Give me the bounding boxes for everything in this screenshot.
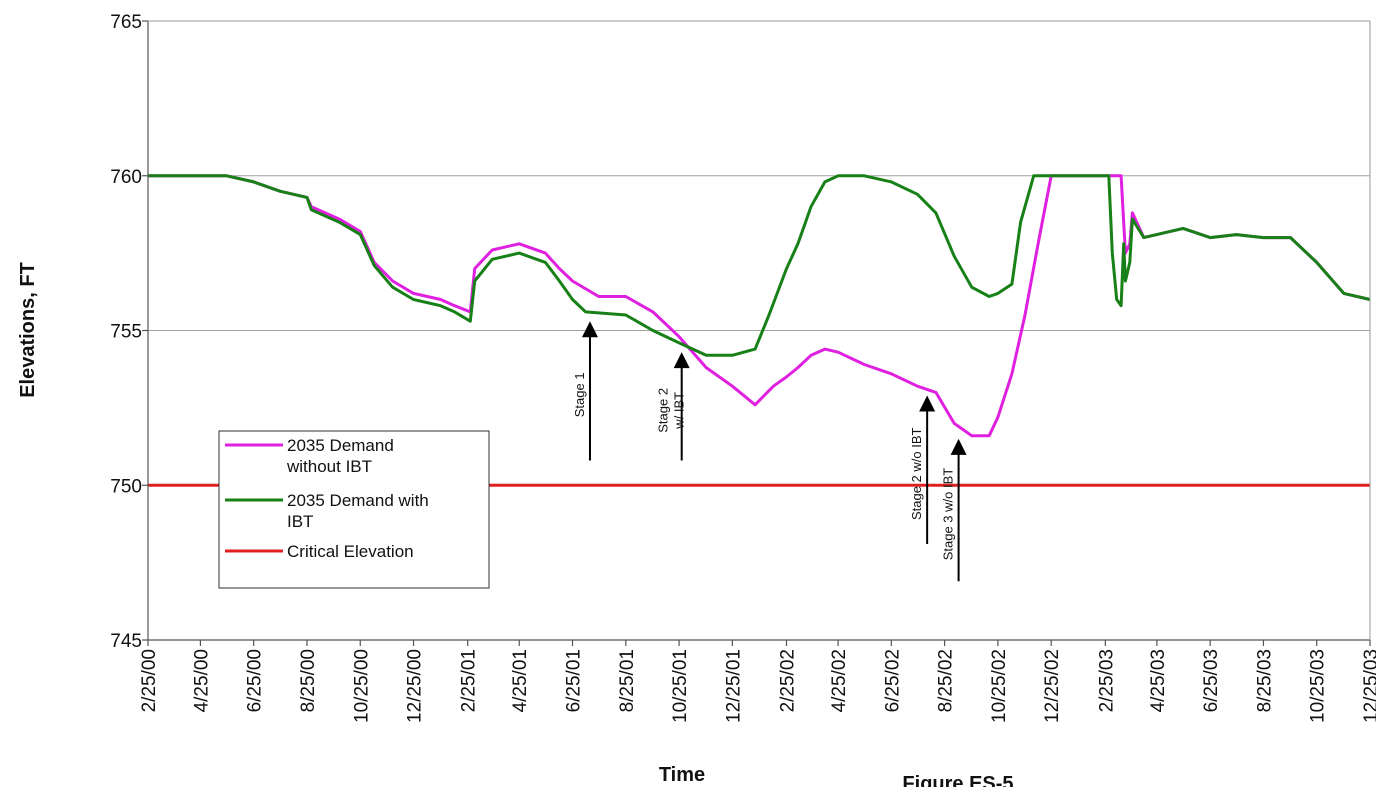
y-tick-labels: 765 760 755 750 745 <box>110 12 142 652</box>
x-tick-label: 4/25/00 <box>191 649 212 712</box>
y-tick-label: 765 <box>110 12 142 33</box>
x-tick-label: 12/25/00 <box>405 649 426 723</box>
x-tick-label: 4/25/03 <box>1148 649 1169 712</box>
x-tick-label: 6/25/01 <box>564 649 585 712</box>
annotation-arrow-head <box>919 395 936 412</box>
legend-label-critical-elevation: Critical Elevation <box>287 542 414 561</box>
x-tick-label: 10/25/01 <box>670 649 691 723</box>
x-tick-label: 2/25/01 <box>459 649 480 712</box>
x-tick-label: 8/25/03 <box>1254 649 1275 712</box>
y-tick-label: 745 <box>110 631 142 652</box>
stage-annotations: Stage 1 Stage 2 w/ IBT Stage 2 w/o IBT Stage… <box>572 321 967 582</box>
x-tick-label: 2/25/03 <box>1096 649 1117 712</box>
x-tick-label: 8/25/01 <box>617 649 638 712</box>
annotation-label: Stage 3 w/o IBT <box>941 468 956 561</box>
x-tick-label: 6/25/00 <box>245 649 266 712</box>
figure-caption: Figure ES-5 <box>902 773 1013 787</box>
x-tick-label: 12/25/03 <box>1361 649 1376 723</box>
series-line-1 <box>148 174 1371 357</box>
x-tick-label: 10/25/00 <box>351 649 372 723</box>
legend-label-with-ibt: 2035 Demand with IBT <box>287 491 434 531</box>
x-tick-label: 4/25/01 <box>510 649 531 712</box>
legend-box <box>218 430 490 589</box>
legend-label-without-ibt: 2035 Demand without IBT <box>286 436 399 476</box>
x-tick-label: 12/25/01 <box>723 649 744 723</box>
x-tick-label: 2/25/02 <box>778 649 799 712</box>
x-tick-label: 8/25/00 <box>298 649 319 712</box>
annotation-label: Stage 2 <box>656 388 671 433</box>
x-tick-label: 4/25/02 <box>829 649 850 712</box>
y-tick-label: 760 <box>110 167 142 188</box>
legend: 2035 Demand without IBT 2035 Demand with… <box>218 430 490 589</box>
axes <box>142 20 1371 646</box>
x-tick-label: 6/25/03 <box>1201 649 1222 712</box>
y-tick-label: 755 <box>110 322 142 343</box>
y-axis-title: Elevations, FT <box>17 262 39 398</box>
annotation-label: Stage 1 <box>572 372 587 417</box>
x-tick-label: 8/25/02 <box>936 649 957 712</box>
x-tick-label: 6/25/02 <box>882 649 903 712</box>
annotation-label: Stage 2 w/o IBT <box>909 427 924 520</box>
y-tick-label: 750 <box>110 476 142 497</box>
x-tick-label: 10/25/02 <box>989 649 1010 723</box>
x-tick-labels: 2/25/00 4/25/00 6/25/00 8/25/00 10/25/00 12/2… <box>139 649 1376 723</box>
x-tick-label: 10/25/03 <box>1308 649 1329 723</box>
annotation-label: w/ IBT <box>672 392 687 430</box>
x-tick-label: 12/25/02 <box>1042 649 1063 723</box>
annotation-arrow-head <box>581 321 598 338</box>
x-tick-label: 2/25/00 <box>139 649 160 712</box>
annotation-arrow-head <box>950 438 967 455</box>
annotation-arrow-head <box>673 352 690 369</box>
x-axis-title: Time <box>659 764 705 786</box>
series-line-0 <box>148 174 1371 438</box>
